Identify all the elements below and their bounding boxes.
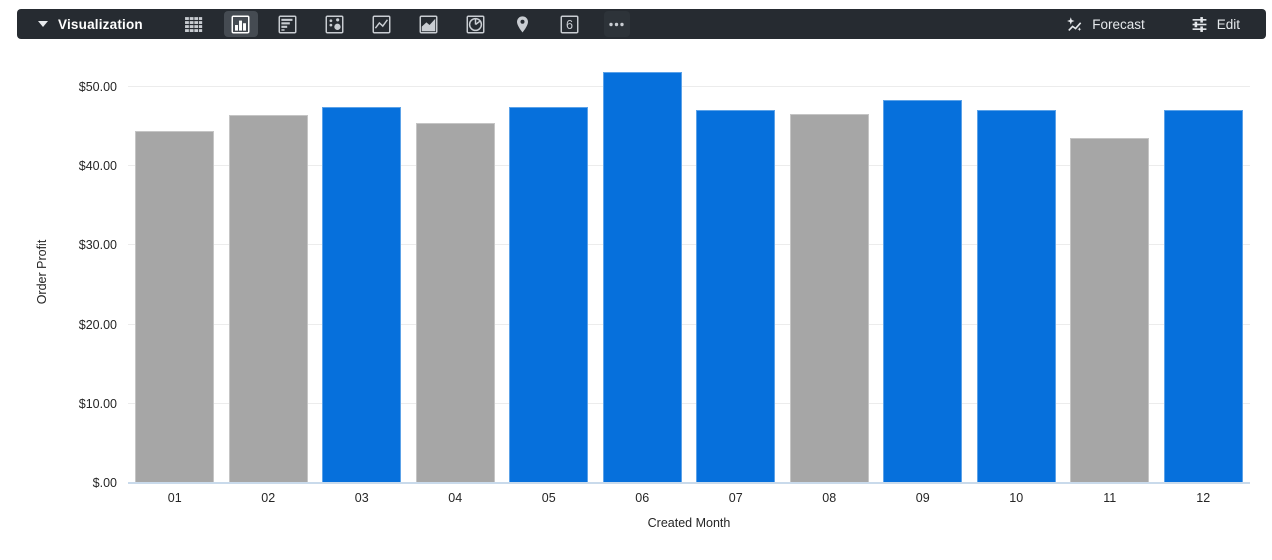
bar-month-02[interactable] bbox=[228, 114, 308, 483]
x-axis-tick-label: 03 bbox=[354, 491, 369, 505]
x-axis-tick-label: 07 bbox=[728, 491, 743, 505]
bar-month-12[interactable] bbox=[1163, 109, 1243, 483]
x-axis-tick-label: 12 bbox=[1196, 491, 1211, 505]
x-axis-tick-label: 10 bbox=[1009, 491, 1024, 505]
forecast-label: Forecast bbox=[1092, 16, 1145, 32]
y-axis-tick-label: $30.00 bbox=[78, 238, 117, 253]
column-chart-plot-area: $50.00 $40.00 $30.00 $20.00 $10.00 $.00 bbox=[79, 60, 1250, 490]
y-axis-tick-label: $50.00 bbox=[78, 79, 117, 94]
gridline bbox=[128, 244, 1250, 246]
gridline bbox=[128, 165, 1250, 167]
gridline bbox=[128, 85, 1250, 87]
x-axis-tick-label: 11 bbox=[1103, 491, 1117, 505]
x-axis-tick-label: 05 bbox=[541, 491, 556, 505]
edit-label: Edit bbox=[1216, 16, 1240, 32]
edit-button[interactable]: Edit bbox=[1191, 16, 1240, 33]
viz-type-table-icon[interactable] bbox=[181, 11, 207, 37]
x-axis-tick-label: 02 bbox=[261, 491, 276, 505]
x-axis-line bbox=[128, 482, 1250, 484]
bar-month-01[interactable] bbox=[135, 130, 215, 483]
visualization-toolbar: Visualization bbox=[17, 9, 1266, 39]
x-axis-tick-label: 01 bbox=[167, 491, 182, 505]
bar-month-09[interactable] bbox=[883, 99, 963, 483]
forecast-button[interactable]: Forecast bbox=[1066, 16, 1145, 33]
bar-month-03[interactable] bbox=[322, 106, 402, 483]
bar-month-11[interactable] bbox=[1070, 137, 1150, 483]
bar-month-04[interactable] bbox=[415, 122, 495, 483]
x-axis-title: Created Month bbox=[647, 516, 731, 530]
x-axis-tick-label: 09 bbox=[915, 491, 930, 505]
forecast-sparkle-icon bbox=[1067, 16, 1082, 31]
single-value-glyph: 6 bbox=[566, 17, 573, 31]
y-axis-tick-label: $.00 bbox=[92, 476, 117, 490]
viz-type-bar-chart-icon[interactable] bbox=[275, 11, 301, 37]
collapse-caret-icon[interactable] bbox=[38, 21, 48, 27]
edit-sliders-icon bbox=[1192, 16, 1207, 32]
viz-type-line-chart-icon[interactable] bbox=[369, 11, 395, 37]
y-axis-tick-label: $40.00 bbox=[78, 159, 117, 174]
viz-type-area-chart-icon[interactable] bbox=[416, 11, 442, 37]
bar-month-08[interactable] bbox=[789, 113, 869, 483]
x-axis-tick-label: 08 bbox=[822, 491, 837, 505]
viz-type-pie-chart-icon[interactable] bbox=[463, 11, 489, 37]
x-axis-tick-label: 04 bbox=[448, 491, 463, 505]
y-axis-tick-label: $20.00 bbox=[78, 317, 117, 332]
viz-type-picker: 6 bbox=[181, 11, 630, 37]
bars-layer bbox=[128, 60, 1250, 483]
bar-month-10[interactable] bbox=[976, 109, 1056, 483]
viz-type-single-value-icon[interactable]: 6 bbox=[557, 11, 583, 37]
bar-month-06[interactable] bbox=[602, 71, 682, 483]
viz-type-scatter-chart-icon[interactable] bbox=[322, 11, 348, 37]
gridline bbox=[128, 402, 1250, 404]
bar-month-07[interactable] bbox=[696, 109, 776, 483]
x-axis-tick-labels: 01 02 03 04 05 06 07 08 09 10 11 12 bbox=[128, 491, 1250, 505]
viz-type-map-pin-icon[interactable] bbox=[510, 11, 536, 37]
toolbar-title: Visualization bbox=[58, 16, 143, 32]
gridline bbox=[128, 323, 1250, 325]
bar-month-05[interactable] bbox=[509, 106, 589, 483]
y-axis-tick-label: $10.00 bbox=[78, 396, 117, 411]
viz-type-column-chart-icon[interactable] bbox=[223, 11, 258, 37]
more-options-icon[interactable] bbox=[603, 11, 630, 37]
x-axis-tick-label: 06 bbox=[635, 491, 650, 505]
y-axis-title: Order Profit bbox=[35, 239, 49, 305]
